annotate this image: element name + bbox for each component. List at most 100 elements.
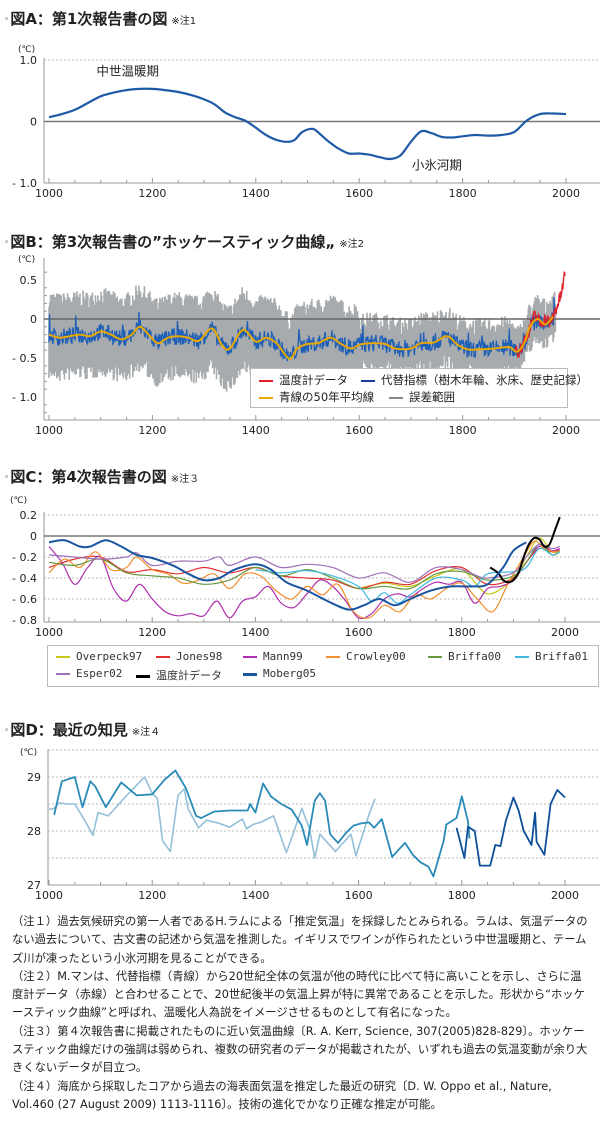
legend-item: Overpeck97	[56, 650, 142, 663]
x-tick-label: 1000	[35, 889, 63, 902]
x-tick-label: 2000	[552, 187, 580, 200]
y-tick-label: - 0.6	[12, 593, 37, 606]
legend-label: 温度計データ	[156, 669, 222, 682]
legend-swatch	[326, 656, 340, 658]
y-tick-label: 1.0	[20, 54, 38, 67]
y-tick-label: - 0.4	[12, 572, 37, 585]
x-tick-label: 1200	[138, 424, 166, 437]
bullet-icon: ◦	[4, 237, 10, 248]
bullet-icon: ◦	[4, 14, 10, 25]
x-tick-label: 1200	[138, 889, 166, 902]
x-tick-label: 1600	[345, 889, 373, 902]
y-tick-label: - 1.0	[12, 391, 37, 404]
legend-swatch	[243, 672, 257, 676]
x-tick-label: 1800	[449, 424, 477, 437]
legend-item: 青線の50年平均線	[259, 389, 374, 405]
legend-item: Crowley00	[326, 650, 406, 663]
x-tick-label: 1400	[242, 187, 270, 200]
y-tick-label: - 0.8	[12, 614, 37, 627]
figure-a-title-text: 図A：第1次報告書の図	[10, 10, 168, 28]
legend-swatch	[259, 396, 273, 399]
legend-swatch	[136, 674, 150, 678]
x-tick-label: 2000	[551, 889, 579, 902]
chart-d: 1000 1200 1400 1600 1800 2000 29 28 27 (℃)	[20, 748, 600, 902]
figure-a-note-ref: ※注1	[171, 16, 197, 27]
series-line-	[489, 516, 561, 584]
chart-c: 1000 1200 1400 1600 1800 2000 0.2 0 - 0.2 - 0.4 - …	[10, 496, 600, 639]
footnote-4: （注４）海底から採取したコアから過去の海表面気温を推定した最近の研究〔D. W.…	[12, 1079, 552, 1111]
chart-b: 1000 1200 1400 1600 1800 2000 0.5 0 - 0.5 - 1.0 (℃…	[12, 255, 600, 437]
y-tick-label: 29	[27, 771, 41, 784]
y-axis-unit-label: (℃)	[10, 496, 27, 506]
legend-item: Mann99	[243, 650, 303, 663]
legend-label: Moberg05	[263, 667, 316, 680]
series-line-mann99	[48, 545, 560, 620]
x-tick-label: 1800	[449, 187, 477, 200]
series-line-crowley00	[48, 540, 560, 619]
x-tick-label: 2000	[552, 424, 580, 437]
legend-swatch	[156, 656, 170, 658]
legend-swatch	[389, 396, 403, 399]
x-tick-label: 1400	[242, 424, 270, 437]
series-line-esper02	[48, 543, 560, 583]
footnote-3: （注３）第４次報告書に掲載されたものに近い気温曲線〔R. A. Kerr, Sc…	[12, 1024, 588, 1075]
legend-swatch	[259, 379, 273, 382]
legend-label: 代替指標（樹木年輪、氷床、歴史記録）	[381, 373, 588, 387]
figure-c-title-text: 図C：第4次報告書の図	[10, 468, 167, 486]
chart-a: 1000 1200 1400 1600 1800 2000 1.0 0 - 1.0 (℃) 中世温暖…	[12, 45, 600, 200]
x-tick-label: 1200	[138, 626, 166, 639]
y-tick-label: 0.2	[20, 509, 38, 522]
y-tick-label: 0	[30, 530, 37, 543]
x-tick-label: 2000	[551, 626, 579, 639]
x-tick-label: 1600	[345, 424, 373, 437]
legend-label: Overpeck97	[76, 650, 143, 663]
figure-b-note-ref: ※注2	[339, 239, 365, 250]
x-tick-label: 1800	[448, 889, 476, 902]
legend-item: Briffa00	[428, 650, 501, 663]
x-tick-label: 1600	[345, 626, 373, 639]
bullet-icon: ◦	[4, 725, 10, 736]
y-axis-unit-label: (℃)	[18, 255, 35, 265]
x-tick-label: 1600	[345, 187, 373, 200]
y-axis-unit-label: (℃)	[18, 45, 35, 55]
legend-label: Briffa01	[535, 650, 588, 663]
legend-item: 代替指標（樹木年輪、氷床、歴史記録）	[361, 372, 588, 388]
x-tick-label: 1800	[448, 626, 476, 639]
chart-b-legend: 温度計データ 代替指標（樹木年輪、氷床、歴史記録） 青線の50年平均線 誤差範囲	[250, 368, 588, 408]
legend-item: Esper02	[56, 667, 122, 680]
y-tick-label: 28	[27, 825, 41, 838]
series-line-core-2	[53, 769, 471, 878]
figure-b-title: ◦図B：第3次報告書の”ホッケースティック曲線„ ※注2	[4, 231, 364, 252]
x-tick-label: 1400	[241, 889, 269, 902]
legend-label: Briffa00	[448, 650, 501, 663]
legend-swatch	[56, 673, 70, 675]
footnote-1: （注１）過去気候研究の第一人者であるH.ラムによる「推定気温」を採録したとみられ…	[12, 915, 588, 965]
legend-label: 誤差範囲	[409, 390, 455, 404]
y-tick-label: 0	[30, 116, 37, 129]
x-tick-label: 1000	[35, 187, 63, 200]
annotation-medieval-warm-period: 中世温暖期	[97, 63, 160, 78]
y-tick-label: - 0.5	[12, 352, 37, 365]
legend-label: Esper02	[76, 667, 123, 680]
y-axis-unit-label: (℃)	[20, 748, 37, 758]
legend-swatch	[243, 656, 257, 658]
y-tick-label: 27	[27, 879, 41, 892]
series-line-briffa01	[255, 547, 561, 604]
y-tick-label: 0	[30, 313, 37, 326]
series-line-core-3	[455, 789, 566, 867]
legend-label: 温度計データ	[279, 373, 348, 387]
figure-c-note-ref: ※注３	[170, 474, 200, 485]
annotation-little-ice-age: 小氷河期	[412, 158, 462, 173]
legend-item: 温度計データ	[259, 372, 348, 388]
figure-b-title-text: 図B：第3次報告書の”ホッケースティック曲線„	[10, 233, 336, 251]
x-tick-label: 1400	[241, 626, 269, 639]
figure-a-title: ◦図A：第1次報告書の図 ※注1	[4, 8, 196, 29]
x-tick-label: 1000	[35, 626, 63, 639]
figure-c-title: ◦図C：第4次報告書の図 ※注３	[4, 466, 199, 487]
legend-label: 青線の50年平均線	[279, 390, 375, 404]
series-line-moberg05	[48, 539, 527, 611]
legend-swatch	[56, 656, 70, 658]
legend-label: Mann99	[263, 650, 303, 663]
legend-swatch	[515, 656, 529, 658]
footnotes: （注１）過去気候研究の第一人者であるH.ラムによる「推定気温」を採録したとみられ…	[12, 913, 592, 1114]
